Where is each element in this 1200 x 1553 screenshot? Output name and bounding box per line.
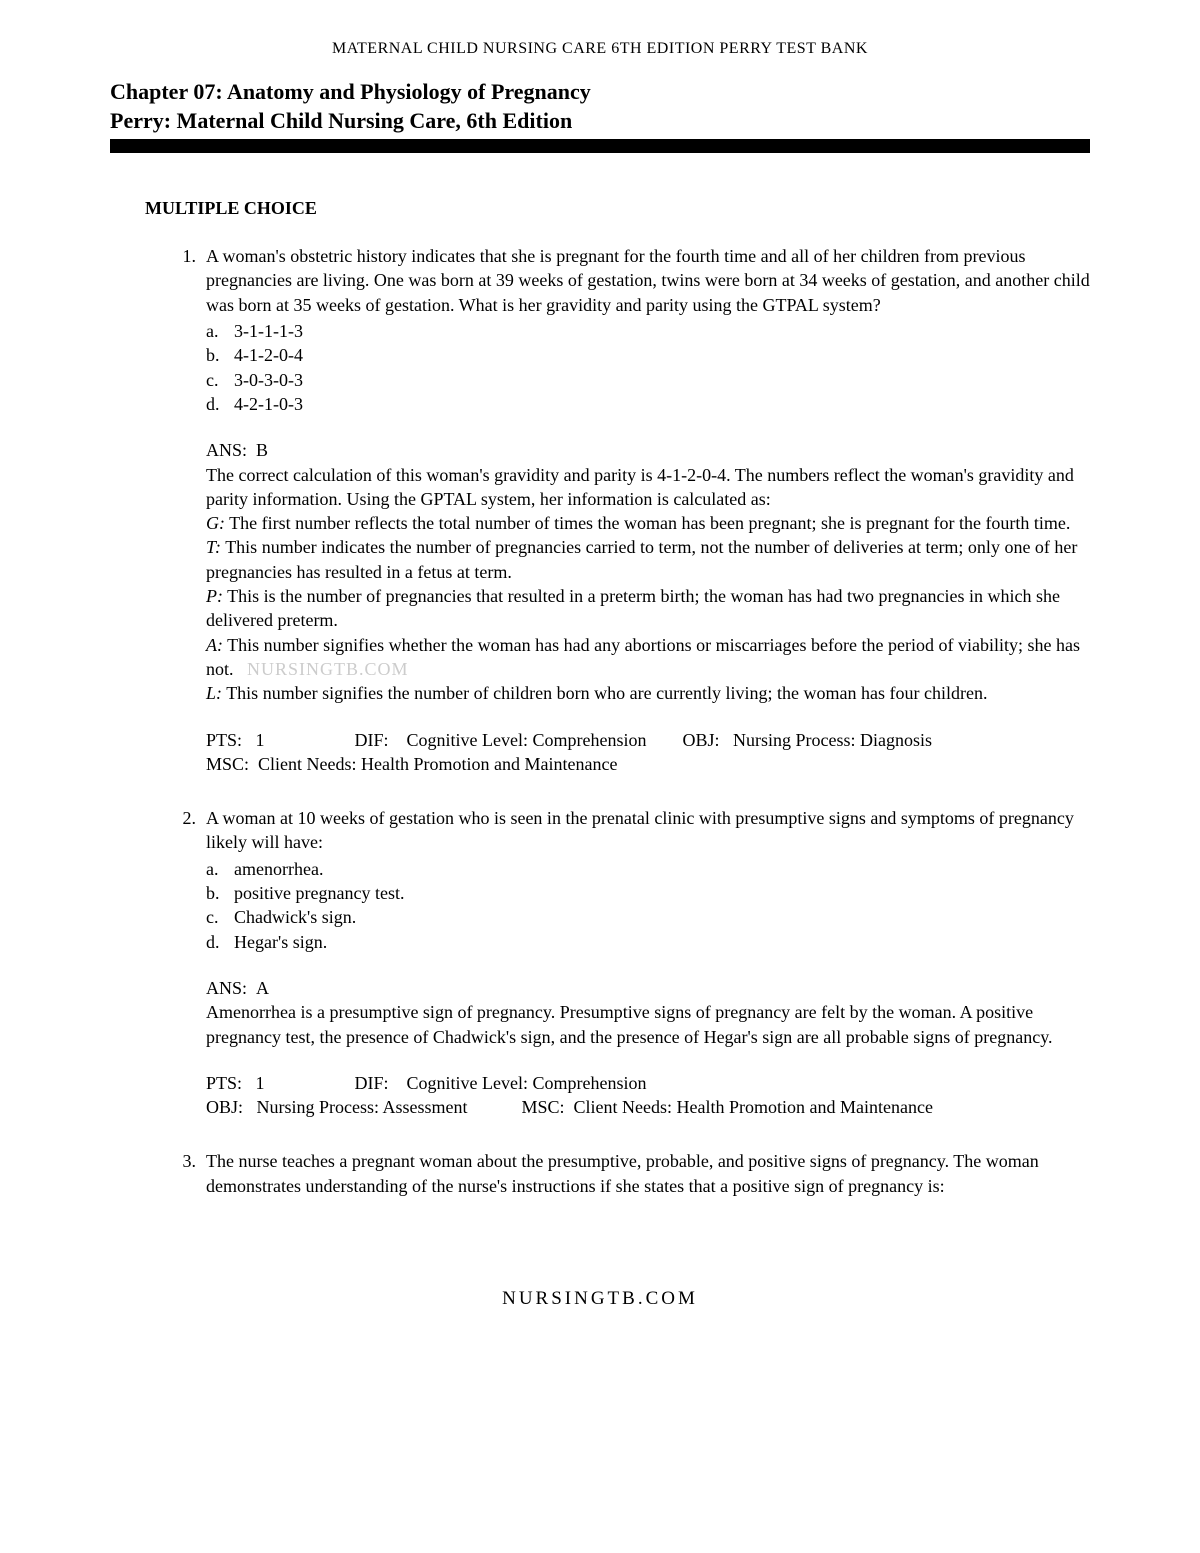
- section-header: MULTIPLE CHOICE: [145, 198, 1090, 219]
- question-3: 3. The nurse teaches a pregnant woman ab…: [168, 1149, 1090, 1198]
- option-b: b.positive pregnancy test.: [206, 881, 1090, 905]
- document-top-header: MATERNAL CHILD NURSING CARE 6TH EDITION …: [110, 40, 1090, 58]
- question-number: 1.: [168, 244, 206, 317]
- explanation: Amenorrhea is a presumptive sign of preg…: [206, 1000, 1090, 1049]
- option-b: b.4-1-2-0-4: [206, 343, 1090, 367]
- answer-label: ANS:: [206, 978, 247, 998]
- question-stem: A woman's obstetric history indicates th…: [206, 244, 1090, 317]
- question-2: 2. A woman at 10 weeks of gestation who …: [168, 806, 1090, 1119]
- meta-row-2: OBJ: Nursing Process: Assessment MSC: Cl…: [206, 1095, 1090, 1119]
- title-underline-bar: [110, 139, 1090, 153]
- page-footer: NURSINGTB.COM: [110, 1288, 1090, 1310]
- option-d: d.Hegar's sign.: [206, 930, 1090, 954]
- answer-value: B: [256, 440, 268, 460]
- answer-block: ANS: A Amenorrhea is a presumptive sign …: [206, 976, 1090, 1049]
- option-c: c.3-0-3-0-3: [206, 368, 1090, 392]
- option-c: c.Chadwick's sign.: [206, 905, 1090, 929]
- page-container: MATERNAL CHILD NURSING CARE 6TH EDITION …: [0, 0, 1200, 1360]
- option-a: a.amenorrhea.: [206, 857, 1090, 881]
- option-a: a.3-1-1-1-3: [206, 319, 1090, 343]
- option-d: d.4-2-1-0-3: [206, 392, 1090, 416]
- meta-row-1: PTS: 1 DIF: Cognitive Level: Comprehensi…: [206, 1071, 1090, 1095]
- metadata-block: PTS: 1 DIF: Cognitive Level: Comprehensi…: [206, 728, 1090, 777]
- options-list: a.3-1-1-1-3 b.4-1-2-0-4 c.3-0-3-0-3 d.4-…: [206, 319, 1090, 416]
- chapter-line-2: Perry: Maternal Child Nursing Care, 6th …: [110, 107, 1090, 136]
- options-list: a.amenorrhea. b.positive pregnancy test.…: [206, 857, 1090, 954]
- meta-row-2: MSC: Client Needs: Health Promotion and …: [206, 752, 1090, 776]
- chapter-line-1: Chapter 07: Anatomy and Physiology of Pr…: [110, 78, 1090, 107]
- explanation: The correct calculation of this woman's …: [206, 463, 1090, 706]
- question-number: 2.: [168, 806, 206, 855]
- question-1: 1. A woman's obstetric history indicates…: [168, 244, 1090, 776]
- question-number: 3.: [168, 1149, 206, 1198]
- answer-label: ANS:: [206, 440, 247, 460]
- answer-block: ANS: B The correct calculation of this w…: [206, 438, 1090, 705]
- chapter-title: Chapter 07: Anatomy and Physiology of Pr…: [110, 78, 1090, 135]
- watermark-text: NURSINGTB.COM: [247, 659, 409, 679]
- meta-row-1: PTS: 1 DIF: Cognitive Level: Comprehensi…: [206, 728, 1090, 752]
- answer-value: A: [256, 978, 269, 998]
- metadata-block: PTS: 1 DIF: Cognitive Level: Comprehensi…: [206, 1071, 1090, 1120]
- question-stem: The nurse teaches a pregnant woman about…: [206, 1149, 1090, 1198]
- question-stem: A woman at 10 weeks of gestation who is …: [206, 806, 1090, 855]
